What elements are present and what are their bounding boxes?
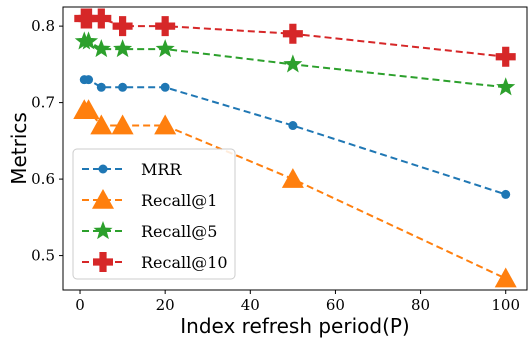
y-tick-label: 0.5 <box>31 247 55 265</box>
data-point <box>84 75 94 85</box>
data-point <box>90 114 113 135</box>
legend-marker <box>98 164 108 174</box>
plot-area: 0 20 40 60 80 100 0.5 0.6 0.7 0.8 <box>31 6 528 314</box>
y-tick-label: 0.7 <box>31 94 55 112</box>
x-tick-label: 40 <box>241 296 260 314</box>
data-point <box>112 16 133 37</box>
data-point <box>496 77 516 96</box>
data-point <box>495 46 516 67</box>
data-point <box>91 39 111 58</box>
data-point <box>288 121 298 131</box>
data-point <box>91 8 112 29</box>
data-point <box>494 267 517 288</box>
data-point <box>113 39 133 58</box>
legend-marker <box>93 221 113 240</box>
data-point <box>111 114 134 135</box>
data-point <box>155 39 175 58</box>
data-point <box>78 8 99 29</box>
legend-label: MRR <box>141 160 182 179</box>
legend-box <box>72 148 236 280</box>
data-point <box>155 16 176 37</box>
x-tick-label: 60 <box>326 296 345 314</box>
y-axis-label: Metrics <box>7 112 31 185</box>
x-tick-label: 0 <box>75 296 85 314</box>
plot-frame <box>62 6 528 291</box>
legend-label: Recall@5 <box>141 222 217 241</box>
data-point <box>96 82 106 92</box>
data-point <box>79 31 99 50</box>
data-point <box>283 54 303 73</box>
legend-marker <box>92 189 114 209</box>
legend-label: Recall@10 <box>141 253 228 272</box>
x-tick-label: 80 <box>411 296 430 314</box>
data-point <box>118 82 128 92</box>
data-point <box>281 168 304 188</box>
data-point <box>160 82 170 92</box>
legend-marker <box>93 252 113 272</box>
legend: MRR Recall@1 Recall@5 Recall@10 <box>72 148 236 280</box>
data-point <box>501 189 511 199</box>
x-tick-label: 100 <box>491 296 520 314</box>
y-tick-label: 0.8 <box>31 17 55 35</box>
data-point <box>77 99 100 120</box>
data-point <box>282 23 303 44</box>
x-tick-label: 20 <box>156 296 175 314</box>
legend-label: Recall@1 <box>141 191 217 210</box>
y-tick-label: 0.6 <box>31 170 55 188</box>
data-point <box>154 114 177 135</box>
x-axis-label: Index refresh period(P) <box>180 314 409 338</box>
